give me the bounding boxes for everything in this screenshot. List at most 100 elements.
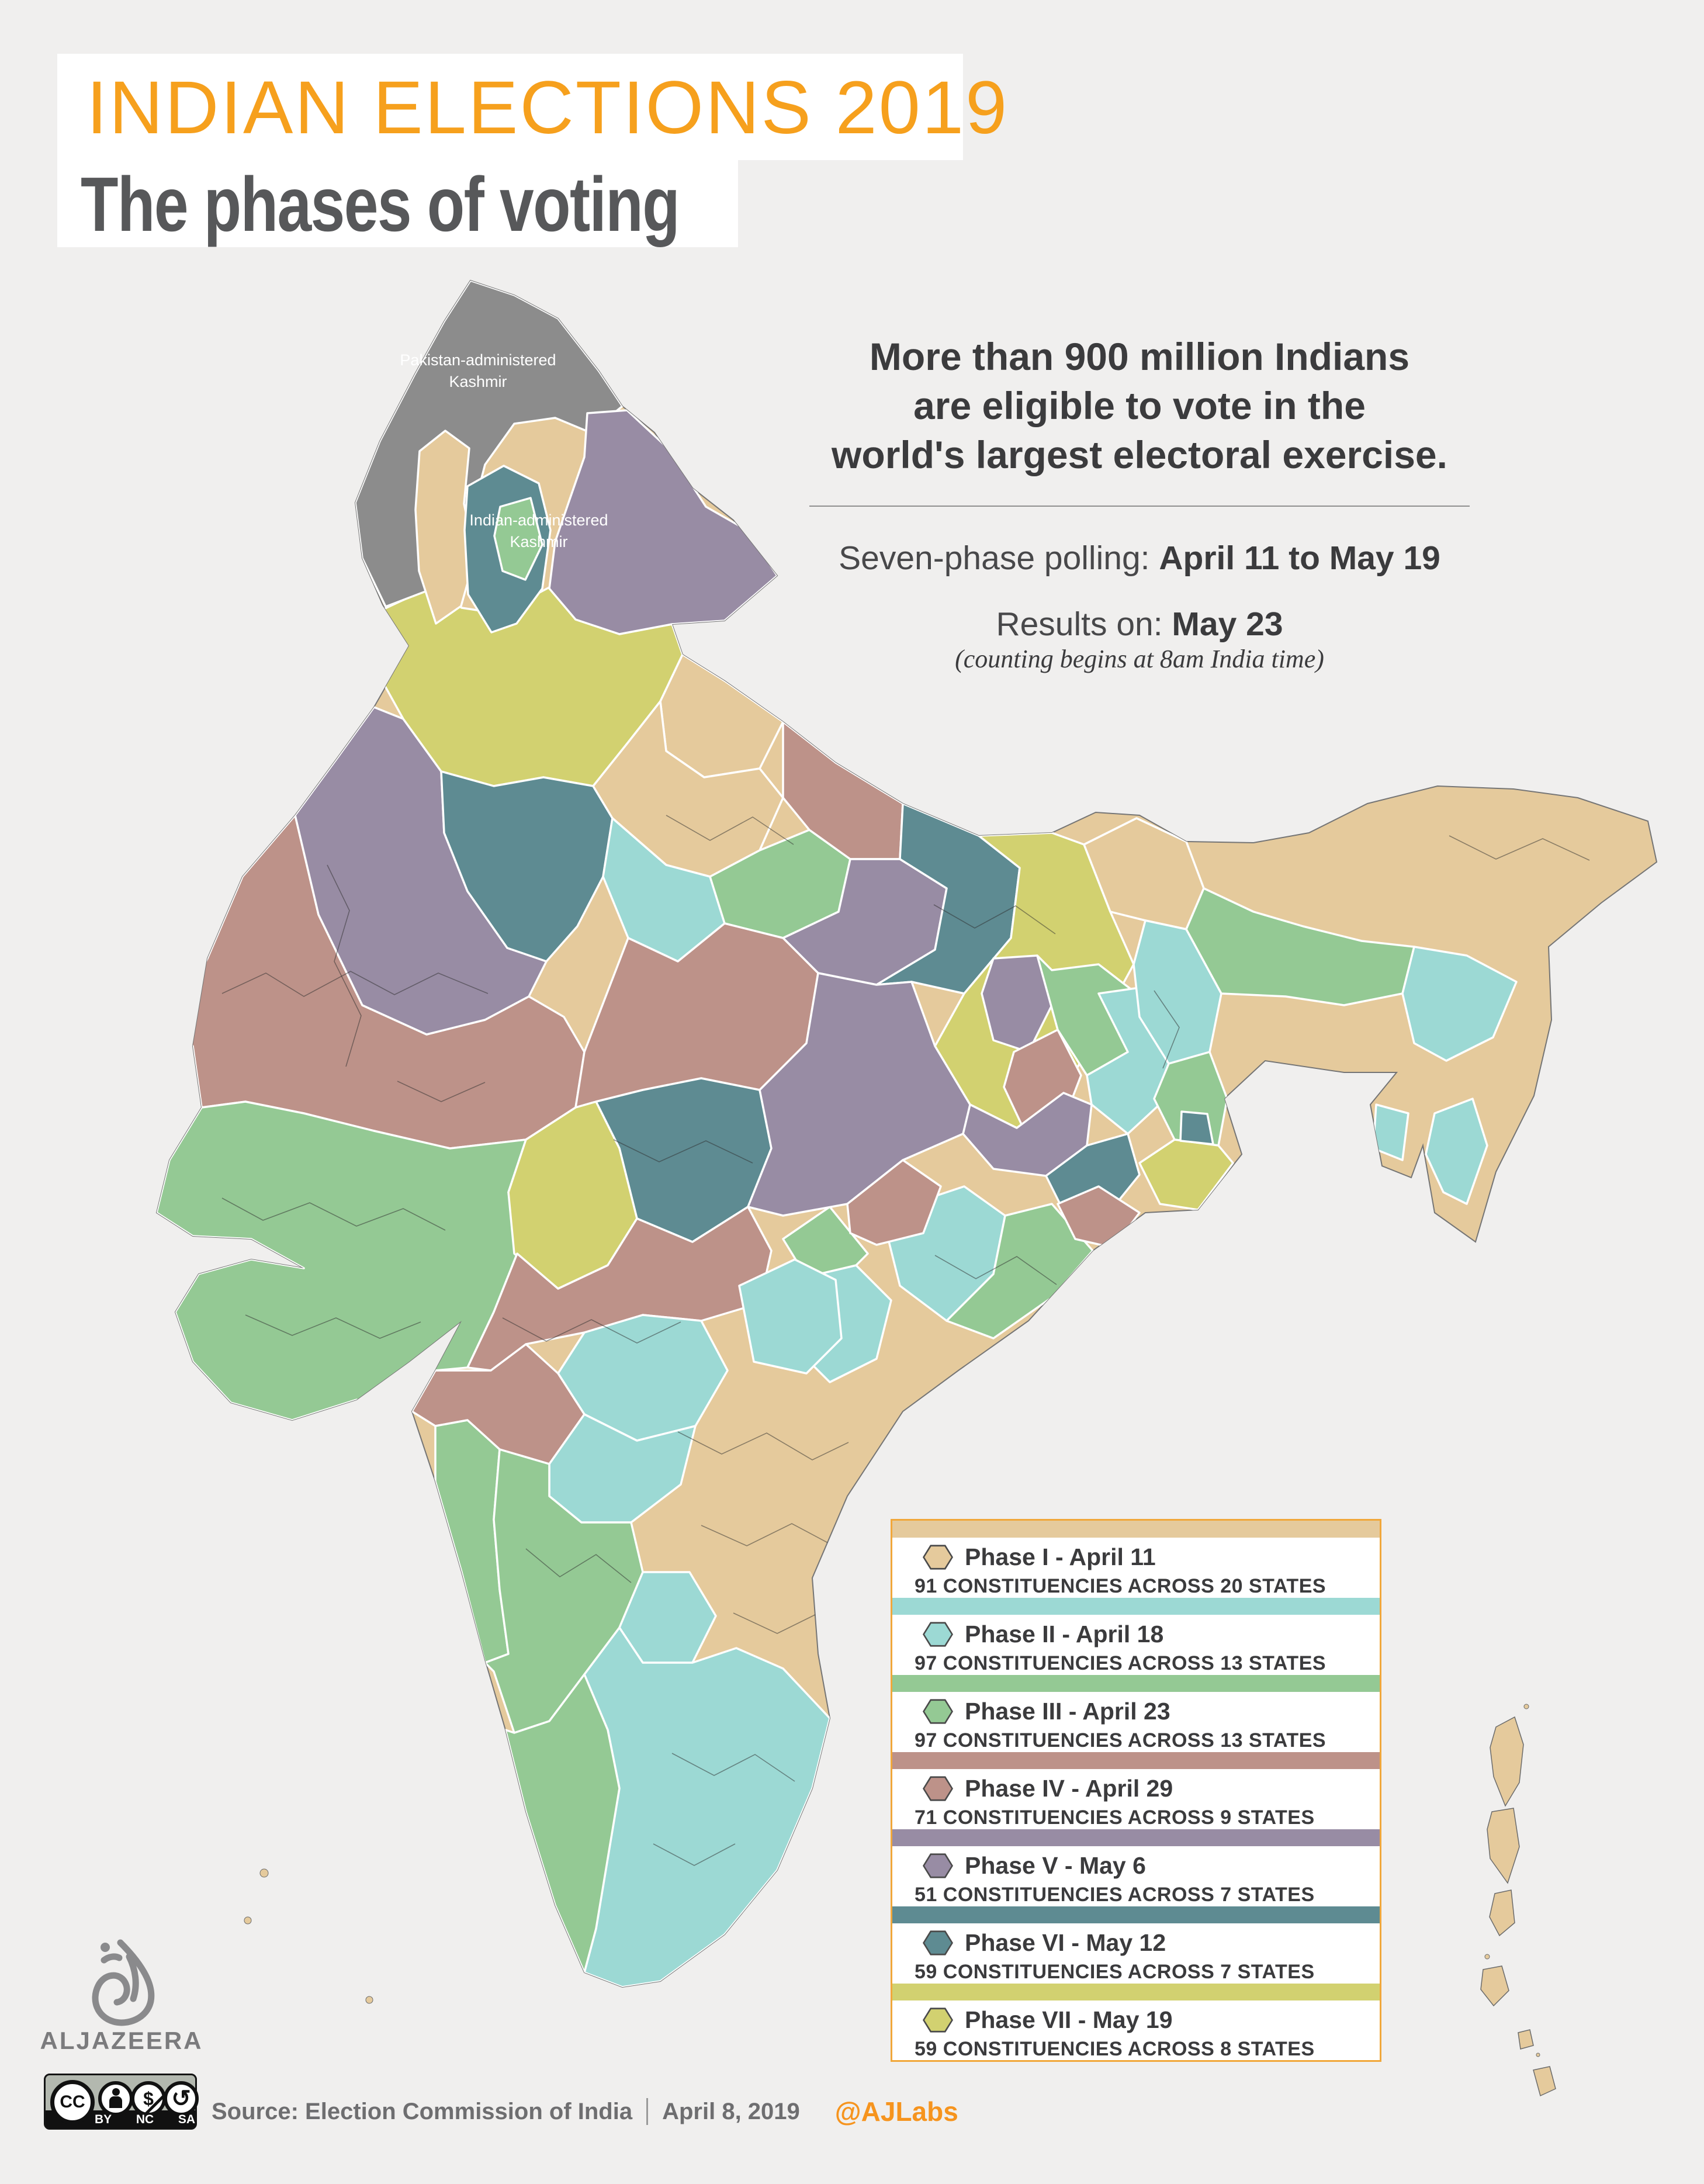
constituency-boundary-line <box>221 971 489 997</box>
legend-phase-label: Phase VI - May 12 <box>965 1929 1166 1956</box>
region-kerala <box>504 1673 621 1974</box>
page-title: INDIAN ELECTIONS 2019 <box>86 66 1009 150</box>
region-haryana-delhi <box>440 770 614 963</box>
constituency-boundary-line <box>701 1523 837 1548</box>
phase-legend: Phase I - April 11 91 CONSTITUENCIES ACRO… <box>891 1519 1381 2062</box>
constituency-boundary-line <box>733 1611 822 1634</box>
constituency-boundary-line <box>245 1314 421 1339</box>
legend-stripe-p3 <box>892 1675 1380 1692</box>
hexagon-icon <box>923 1930 953 1955</box>
source-separator <box>646 2098 649 2125</box>
constituency-boundary-line <box>613 1139 753 1164</box>
region-mizoram <box>1425 1098 1488 1205</box>
hexagon-fill <box>924 1932 951 1954</box>
legend-entry-p4: Phase IV - April 29 71 CONSTITUENCIES ACR… <box>892 1752 1380 1829</box>
aljazeera-logo-icon <box>92 1939 155 2026</box>
legend-entry-p5: Phase V - May 6 51 CONSTITUENCIES ACROSS … <box>892 1829 1380 1906</box>
ajlabs-handle: @AJLabs <box>834 2096 958 2127</box>
legend-row: Phase VI - May 12 <box>915 1929 1374 1957</box>
region-maharashtra-north <box>466 1206 773 1372</box>
region-kashmir-valley-green <box>493 497 543 581</box>
region-mp-southeast <box>846 1159 942 1246</box>
cc-icon: CC <box>50 2080 95 2124</box>
cc-sa-arrow-ccw-icon: ↺ <box>164 2081 199 2116</box>
legend-phase-detail: 71 CONSTITUENCIES ACROSS 9 STATES <box>915 1806 1315 1829</box>
hexagon-fill <box>924 1855 951 1877</box>
region-chhattisgarh-north <box>782 1206 869 1278</box>
label-line: Kashmir <box>510 533 568 551</box>
island-dot <box>1484 1954 1490 1960</box>
constituency-boundary-line <box>221 1197 446 1231</box>
island-dot <box>365 1996 373 2004</box>
legend-content: Phase V - May 6 51 CONSTITUENCIES ACROSS … <box>892 1846 1380 1906</box>
publish-date: April 8, 2019 <box>662 2098 800 2124</box>
legend-stripe-p6 <box>892 1906 1380 1923</box>
hexagon-icon <box>923 1776 953 1801</box>
legend-row: Phase IV - April 29 <box>915 1775 1374 1802</box>
region-tamil-nadu <box>583 1626 831 1987</box>
legend-phase-detail: 97 CONSTITUENCIES ACROSS 13 STATES <box>915 1729 1327 1752</box>
hexagon-fill <box>924 1778 951 1799</box>
island-dot <box>259 1868 269 1878</box>
legend-phase-detail: 51 CONSTITUENCIES ACROSS 7 STATES <box>915 1884 1315 1906</box>
legend-entry-p2: Phase II - April 18 97 CONSTITUENCIES ACR… <box>892 1598 1380 1675</box>
constituency-boundary-line <box>934 1255 1057 1285</box>
hexagon-fill <box>924 1546 951 1568</box>
constituency-boundary-line <box>327 864 362 1067</box>
label-line: Indian-administered <box>469 511 608 529</box>
legend-content: Phase VII - May 19 59 CONSTITUENCIES ACRO… <box>892 2000 1380 2061</box>
results-label: Results on: <box>996 605 1172 643</box>
legend-entry-p1: Phase I - April 11 91 CONSTITUENCIES ACRO… <box>892 1521 1380 1598</box>
legend-content: Phase IV - April 29 71 CONSTITUENCIES ACR… <box>892 1769 1380 1829</box>
source-row: Source: Election Commission of India Apr… <box>212 2096 958 2127</box>
constituency-boundary-line <box>671 1753 795 1782</box>
legend-phase-label: Phase VII - May 19 <box>965 2006 1173 2033</box>
legend-phase-label: Phase III - April 23 <box>965 1698 1170 1725</box>
label-line: Pakistan-administered <box>400 351 556 369</box>
constituency-boundary-line <box>933 904 1056 934</box>
island-dot <box>1536 2053 1540 2057</box>
results-date: Results on: May 23 <box>780 605 1499 643</box>
polling-dates: Seven-phase polling: April 11 to May 19 <box>780 539 1499 577</box>
constituency-boundary-line <box>397 1081 486 1102</box>
region-assam-east <box>1401 946 1518 1062</box>
legend-content: Phase I - April 11 91 CONSTITUENCIES ACRO… <box>892 1538 1380 1598</box>
legend-phase-detail: 59 CONSTITUENCIES ACROSS 7 STATES <box>915 1961 1315 1983</box>
legend-content: Phase III - April 23 97 CONSTITUENCIES AC… <box>892 1692 1380 1752</box>
legend-content: Phase VI - May 12 59 CONSTITUENCIES ACROS… <box>892 1923 1380 1984</box>
subtitle-panel: The phases of voting <box>57 160 738 247</box>
divider-rule <box>809 506 1470 507</box>
legend-phase-label: Phase IV - April 29 <box>965 1775 1173 1802</box>
headline: More than 900 million Indians are eligib… <box>780 332 1499 479</box>
island-dot <box>244 1916 252 1925</box>
island-nicobar-north <box>1518 2029 1534 2050</box>
hexagon-fill <box>924 1701 951 1722</box>
legend-stripe-p7 <box>892 1984 1380 2000</box>
legend-content: Phase II - April 18 97 CONSTITUENCIES ACR… <box>892 1615 1380 1675</box>
hexagon-fill <box>924 2009 951 2031</box>
region-wb-south <box>1138 1138 1234 1211</box>
legend-row: Phase VII - May 19 <box>915 2006 1374 2034</box>
region-mp-east <box>747 972 971 1217</box>
island-andaman-south <box>1489 1889 1515 1937</box>
source-text: Source: Election Commission of India <box>212 2098 633 2124</box>
legend-entry-p6: Phase VI - May 12 59 CONSTITUENCIES ACROS… <box>892 1906 1380 1984</box>
legend-phase-label: Phase II - April 18 <box>965 1621 1164 1647</box>
polling-label: Seven-phase polling: <box>839 539 1159 577</box>
headline-line: world's largest electoral exercise. <box>832 433 1447 476</box>
island-dot <box>1523 1704 1529 1709</box>
legend-phase-detail: 91 CONSTITUENCIES ACROSS 20 STATES <box>915 1575 1327 1597</box>
legend-entry-p3: Phase III - April 23 97 CONSTITUENCIES AC… <box>892 1675 1380 1752</box>
cc-license-badge: CC $ ↺ BY NC SA <box>44 2074 199 2130</box>
constituency-boundary-line <box>1154 990 1180 1069</box>
cc-label-sa: SA <box>178 2113 195 2126</box>
constituency-boundary-line <box>677 1431 849 1460</box>
legend-row: Phase V - May 6 <box>915 1852 1374 1880</box>
cc-label-nc: NC <box>136 2113 154 2126</box>
region-tripura <box>1372 1103 1409 1161</box>
legend-stripe-p1 <box>892 1521 1380 1538</box>
legend-stripe-p5 <box>892 1829 1380 1846</box>
cc-nc-dollar-slash-icon: $ <box>131 2081 166 2116</box>
legend-phase-label: Phase V - May 6 <box>965 1852 1146 1879</box>
